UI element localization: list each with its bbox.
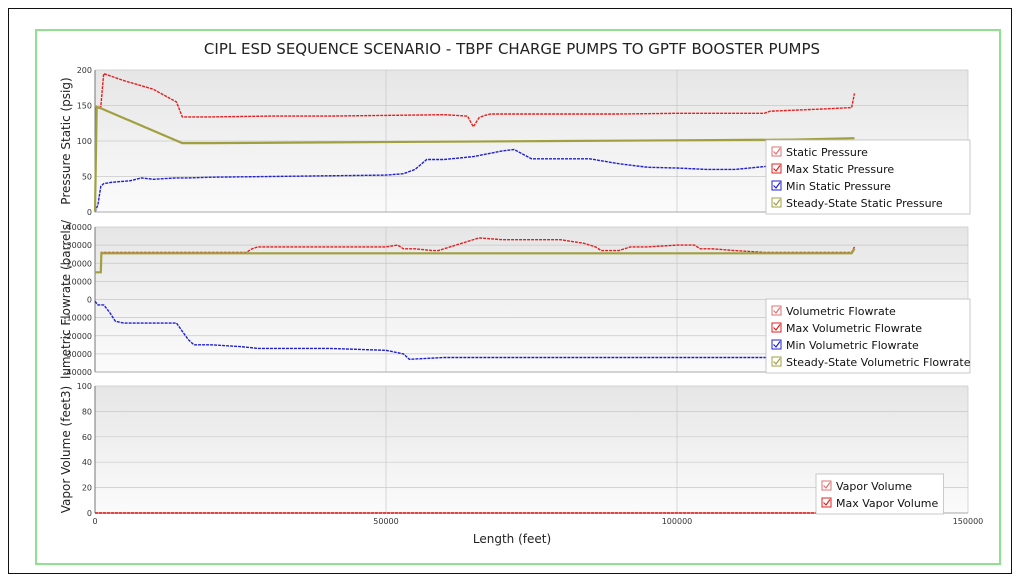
legend-check-icon	[773, 341, 781, 348]
y-tick-label: 100	[77, 137, 92, 146]
legend-entry: Min Volumetric Flowrate	[786, 339, 919, 352]
series-line-1-2	[94, 72, 856, 129]
y-axis-label: lumetric Flowrate (barrels/	[59, 219, 73, 379]
y-tick-label: 80	[82, 407, 92, 416]
x-tick-label: 150000	[953, 517, 984, 526]
legend-entry: Max Static Pressure	[786, 163, 894, 176]
y-axis-label: Pressure Static (psig)	[59, 77, 73, 204]
legend-entry: Steady-State Static Pressure	[786, 197, 943, 210]
y-tick-label: 0	[87, 296, 92, 305]
legend-entry: Volumetric Flowrate	[786, 305, 896, 318]
legend-check-icon	[773, 165, 781, 172]
chart-container	[35, 29, 1001, 565]
y-tick-label: 50	[82, 173, 92, 182]
y-tick-label: 0	[87, 509, 92, 518]
legend-checkbox	[821, 480, 832, 491]
legend-box	[765, 298, 971, 374]
x-axis-label: Length (feet)	[473, 532, 551, 546]
legend-entry: Static Pressure	[786, 146, 868, 159]
legend-check-icon	[773, 307, 781, 314]
chart-title: CIPL ESD SEQUENCE SCENARIO - TBPF CHARGE…	[204, 40, 820, 58]
legend-entry: Max Vapor Volume	[836, 497, 939, 510]
y-tick-label: 0	[87, 208, 92, 217]
y-tick-label: -30000	[64, 350, 92, 359]
legend-check-icon	[823, 499, 831, 506]
legend-entry: Vapor Volume	[836, 480, 912, 493]
y-tick-label: 40000	[67, 223, 92, 232]
legend-checkbox	[771, 339, 782, 350]
y-tick-label: 40	[82, 458, 92, 467]
y-tick-label: 60	[82, 433, 92, 442]
legend-checkbox	[771, 180, 782, 191]
series-line-2-2	[95, 237, 856, 273]
y-tick-label: 100	[77, 382, 92, 391]
legend-check-icon	[773, 358, 781, 365]
legend-check-icon	[773, 148, 781, 155]
legend-entry: Max Volumetric Flowrate	[786, 322, 922, 335]
y-tick-label: 30000	[67, 241, 92, 250]
y-tick-label: -10000	[64, 314, 92, 323]
series-line-2-3	[94, 300, 794, 361]
window-frame	[8, 8, 1012, 574]
legend-entry: Min Static Pressure	[786, 180, 891, 193]
x-tick-label: 100000	[662, 517, 693, 526]
legend-box	[765, 139, 971, 215]
legend-entry: Steady-State Volumetric Flowrate	[786, 356, 971, 369]
y-tick-label: -40000	[64, 368, 92, 377]
legend-checkbox	[771, 305, 782, 316]
y-tick-label: 10000	[67, 277, 92, 286]
y-tick-label: 20000	[67, 259, 92, 268]
legend-checkbox	[771, 356, 782, 367]
legend-checkbox	[771, 163, 782, 174]
legend-checkbox	[771, 146, 782, 157]
legend-check-icon	[773, 324, 781, 331]
legend-checkbox	[821, 497, 832, 508]
legend-check-icon	[823, 482, 831, 489]
series-line-1-4	[93, 105, 855, 213]
legend-check-icon	[773, 199, 781, 206]
y-tick-label: -20000	[64, 332, 92, 341]
x-tick-label: 50000	[373, 517, 398, 526]
y-tick-label: 200	[77, 66, 92, 75]
y-tick-label: 20	[82, 484, 92, 493]
legend-checkbox	[771, 322, 782, 333]
legend-box	[815, 473, 944, 515]
y-axis-label: Vapor Volume (feet3)	[59, 386, 73, 513]
series-line-2-4	[95, 248, 856, 274]
legend-checkbox	[771, 197, 782, 208]
series-line-1-3	[94, 148, 794, 213]
x-tick-label: 0	[92, 517, 97, 526]
legend-check-icon	[773, 182, 781, 189]
y-tick-label: 150	[77, 102, 92, 111]
